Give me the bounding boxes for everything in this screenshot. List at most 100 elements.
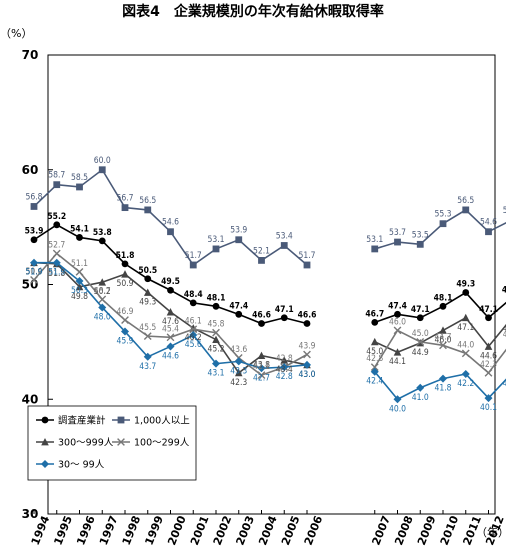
point-total: [462, 289, 470, 296]
data-label-mid: 43.0: [298, 370, 315, 380]
series-micro: [30, 258, 506, 404]
point-large: [303, 261, 311, 269]
x-tick-label: 2010: [438, 514, 462, 548]
point-mid: [370, 337, 379, 346]
data-labels: 53.955.254.1 53.851.850.549.548.4 48.147.4…: [25, 156, 506, 415]
point-small: [416, 337, 425, 346]
data-label-micro: 40.0: [389, 404, 406, 414]
data-label-mid: 42.3: [230, 378, 247, 388]
y-unit: （%）: [0, 27, 32, 40]
data-label-micro: 42.7: [253, 373, 270, 383]
data-label-total: 48.1: [434, 293, 453, 303]
x-tick-label: 2009: [415, 514, 439, 547]
data-label-large: 51.7: [298, 251, 315, 261]
point-small: [212, 328, 220, 337]
data-label-micro: 48.0: [94, 312, 111, 322]
x-tick-label: 2003: [233, 514, 257, 547]
point-total: [212, 302, 220, 310]
data-label-large: 58.7: [48, 171, 65, 181]
point-large: [416, 240, 424, 248]
data-label-large: 56.5: [457, 196, 474, 206]
point-small: [484, 368, 493, 377]
point-micro: [393, 395, 402, 404]
data-label-small: 42.8: [366, 354, 383, 364]
data-label-large: 53.1: [207, 235, 224, 245]
legend-marker-total: [41, 416, 49, 424]
data-label-mid: 51.9: [25, 268, 42, 278]
point-total: [439, 302, 447, 310]
x-tick-label: 2005: [279, 514, 303, 547]
point-micro: [370, 367, 379, 376]
point-mid: [98, 278, 107, 286]
point-total: [121, 260, 129, 268]
point-mid: [166, 308, 175, 316]
point-total: [98, 237, 106, 245]
data-label-micro: 50.3: [71, 286, 88, 296]
point-small: [370, 363, 379, 372]
x-tick-label: 2002: [211, 514, 235, 547]
data-label-micro: 51.9: [48, 268, 65, 278]
data-label-small: 46.9: [116, 307, 133, 317]
point-large: [235, 236, 243, 244]
data-label-mid: 46.2: [185, 333, 202, 343]
data-label-micro: 43.1: [207, 369, 224, 379]
point-micro: [189, 330, 198, 339]
point-small: [393, 326, 402, 335]
data-label-large: 53.1: [366, 235, 383, 245]
data-label-small: 52.7: [48, 241, 65, 251]
point-large: [439, 220, 447, 228]
data-label-small: 46.1: [185, 316, 202, 326]
data-label-large: 53.4: [276, 231, 293, 241]
legend-item-small: 100～299人: [112, 438, 190, 449]
data-label-mid: 45.2: [207, 345, 224, 355]
point-total: [303, 320, 311, 327]
legend-item-total: 調査産業計: [36, 415, 106, 427]
legend-item-large: 1,000人以上: [112, 416, 190, 427]
data-label-mid: 47.6: [162, 317, 179, 327]
data-label-small: 45.0: [412, 329, 429, 339]
data-label-total: 47.4: [229, 301, 248, 311]
data-label-small: 51.1: [71, 259, 88, 269]
data-label-mid: 50.2: [94, 287, 111, 297]
legend: 調査産業計 1,000人以上 300～999人 100～299人 30～ 99人: [27, 405, 197, 481]
point-micro: [30, 258, 38, 267]
data-label-mid: 50.9: [116, 279, 133, 289]
y-tick-label: 60: [22, 163, 39, 177]
point-total: [485, 314, 492, 322]
point-mid: [121, 270, 129, 278]
y-tick-label: 50: [22, 278, 39, 292]
point-micro: [52, 258, 61, 267]
data-label-large: 60.0: [94, 156, 111, 166]
point-mid: [75, 282, 84, 291]
data-label-small: 46.0: [389, 317, 406, 327]
series-layer: [30, 166, 506, 404]
data-label-micro: 42.8: [276, 372, 293, 382]
x-tick-label: 1997: [97, 514, 121, 547]
point-total: [53, 221, 61, 229]
x-tick-label: 1995: [51, 514, 75, 547]
data-label-total: 50.5: [138, 266, 157, 276]
legend-box: [27, 405, 197, 481]
data-label-micro: 43.3: [230, 366, 247, 376]
data-label-micro: 45.6: [185, 340, 202, 350]
data-label-large: 56.5: [139, 196, 156, 206]
point-total: [30, 236, 38, 244]
data-label-mid: 43.8: [253, 361, 270, 371]
data-label-large: 52.1: [253, 246, 270, 256]
data-label-small: 43.6: [230, 345, 247, 355]
data-label-micro: 51.9: [25, 268, 42, 278]
data-label-small: 44.9: [503, 330, 506, 340]
point-micro: [143, 352, 152, 361]
data-label-mid: 44.1: [389, 357, 406, 367]
data-label-large: 54.6: [480, 218, 497, 228]
data-label-total: 51.8: [116, 251, 135, 261]
data-label-large: 55.3: [434, 210, 451, 220]
legend-item-mid: 300～999人: [36, 438, 114, 449]
data-label-micro: 43.0: [298, 370, 315, 380]
data-label-micro: 43.7: [139, 362, 156, 372]
legend-label-total: 調査産業計: [58, 415, 106, 427]
point-mid: [280, 356, 289, 364]
data-label-mid: 49.8: [71, 292, 88, 302]
point-small: [439, 341, 447, 350]
